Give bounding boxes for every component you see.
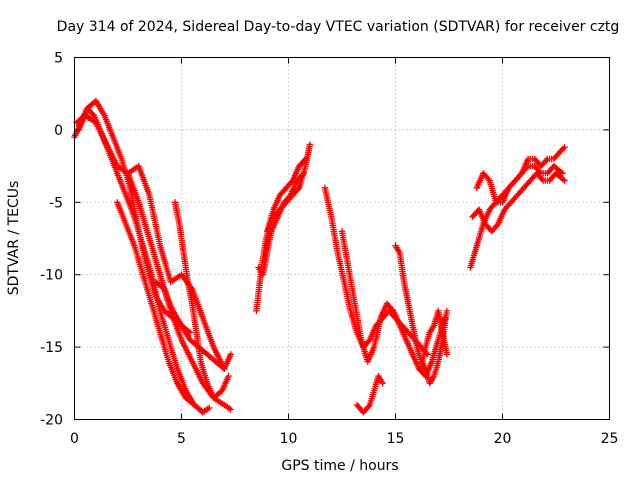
series-12-markers — [338, 228, 448, 380]
x-tick-label: 15 — [387, 431, 405, 447]
series-17-markers — [469, 170, 568, 235]
y-tick-label: -5 — [49, 195, 63, 211]
series-2 — [73, 112, 228, 372]
axis-ticks — [74, 57, 610, 420]
series-15-markers — [418, 307, 451, 372]
series-12 — [338, 228, 448, 380]
y-tick-label: 0 — [54, 123, 63, 139]
series-7 — [124, 170, 234, 413]
series-4 — [114, 199, 207, 416]
series-18 — [473, 144, 568, 206]
y-axis-label: SDTVAR / TECUs — [6, 181, 22, 296]
y-tick-label: -20 — [40, 413, 63, 429]
x-tick-label: 25 — [601, 431, 619, 447]
series-7-markers — [124, 170, 234, 413]
x-tick-label: 10 — [280, 431, 298, 447]
grid-lines — [74, 57, 610, 420]
x-axis-label: GPS time / hours — [281, 458, 398, 474]
series-4-markers — [114, 199, 207, 416]
series-13-markers — [353, 372, 386, 416]
y-tick-label: -15 — [40, 340, 63, 356]
series-2-markers — [73, 112, 228, 372]
series-6 — [171, 199, 232, 401]
series-18-markers — [473, 144, 568, 206]
y-tick-label: 5 — [54, 51, 63, 67]
data-points — [71, 97, 568, 416]
x-tick-label: 0 — [70, 431, 79, 447]
y-tick-labels: 5 0 -5 -10 -15 -20 — [40, 51, 63, 429]
x-tick-labels: 0 5 10 15 20 25 — [70, 431, 618, 447]
series-6-markers — [171, 199, 232, 401]
series-10 — [263, 141, 314, 235]
series-17 — [469, 170, 568, 235]
y-tick-label: -10 — [40, 268, 63, 284]
series-13 — [353, 372, 386, 416]
chart-title: Day 314 of 2024, Sidereal Day-to-day VTE… — [57, 19, 620, 35]
series-10-markers — [263, 141, 314, 235]
plot-frame — [74, 57, 610, 420]
x-tick-label: 20 — [494, 431, 512, 447]
x-tick-label: 5 — [177, 431, 186, 447]
series-15 — [418, 307, 451, 372]
